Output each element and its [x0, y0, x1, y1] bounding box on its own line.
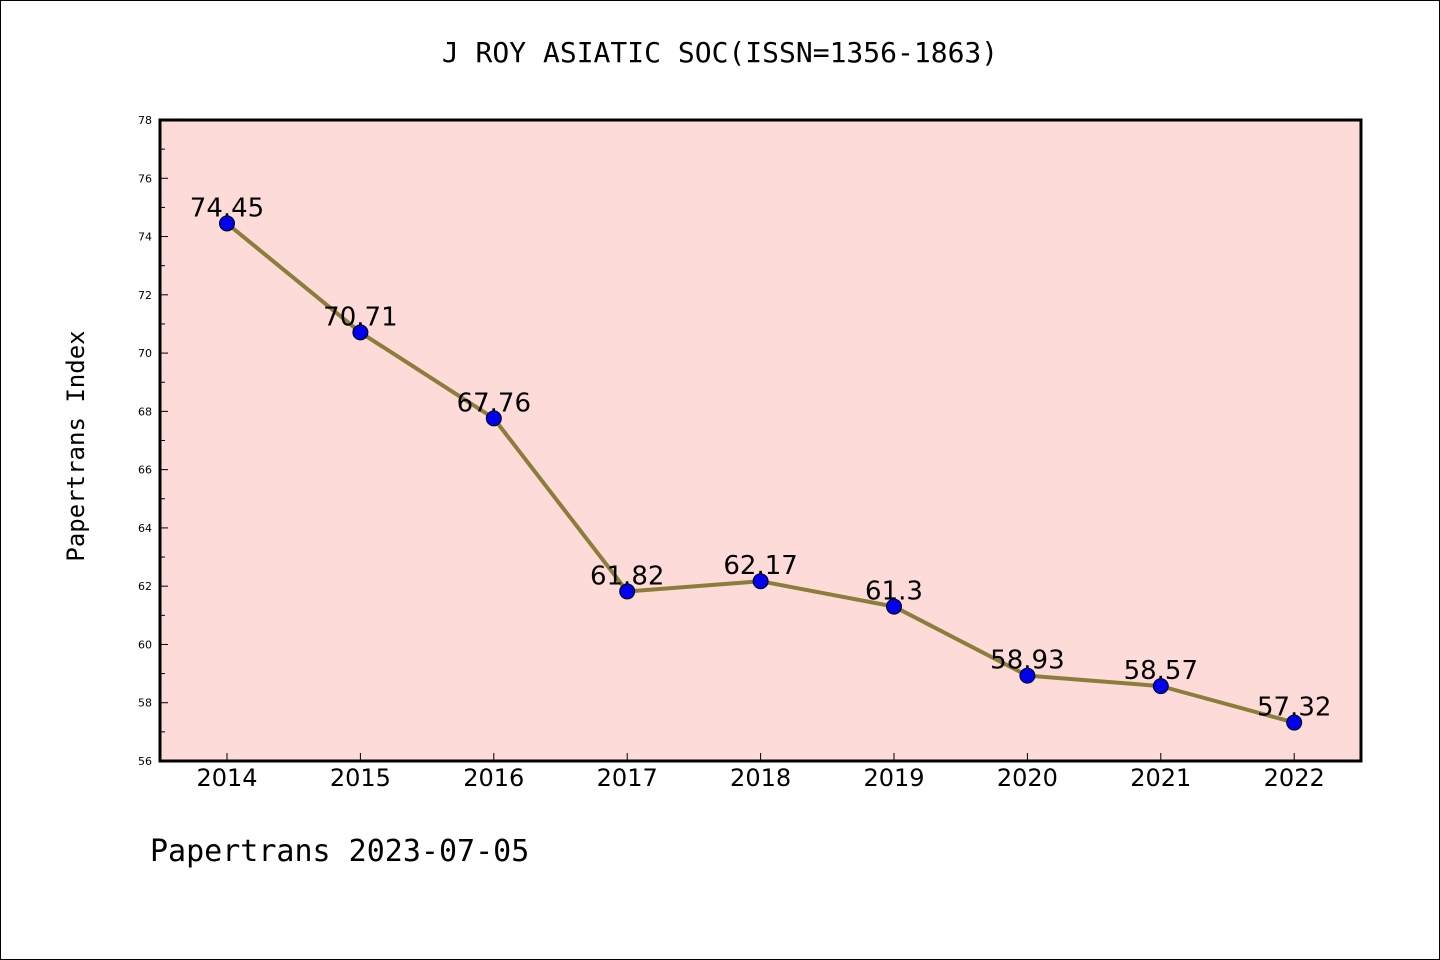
x-tick-label: 2018 — [730, 764, 791, 792]
y-tick-label: 76 — [138, 172, 152, 185]
data-label: 58.57 — [1124, 656, 1198, 686]
x-tick-label: 2019 — [863, 764, 924, 792]
footer-text: Papertrans 2023-07-05 — [150, 834, 530, 869]
y-tick-label: 70 — [138, 347, 152, 360]
data-label: 74.45 — [190, 193, 264, 223]
data-label: 67.76 — [457, 388, 531, 418]
data-label: 70.71 — [323, 302, 397, 332]
data-point-marker — [886, 598, 902, 615]
x-tick-label: 2017 — [597, 764, 658, 792]
x-tick-label: 2022 — [1264, 764, 1325, 792]
chart-title: J ROY ASIATIC SOC(ISSN=1356-1863) — [441, 36, 999, 69]
x-tick-label: 2014 — [196, 764, 257, 792]
x-tick-label: 2015 — [330, 764, 391, 792]
y-tick-label: 60 — [138, 638, 152, 651]
data-point-marker — [752, 573, 769, 590]
x-tick-label: 2016 — [463, 764, 524, 792]
y-tick-label: 62 — [138, 580, 152, 593]
y-tick-label: 58 — [138, 697, 152, 710]
x-tick-label: 2020 — [997, 764, 1058, 792]
data-label: 58.93 — [990, 646, 1064, 676]
y-tick-label: 68 — [138, 405, 152, 418]
data-point-marker — [219, 215, 235, 232]
y-tick-label: 72 — [138, 289, 152, 302]
y-tick-label: 66 — [138, 464, 152, 477]
plot-area — [160, 120, 1361, 761]
data-label: 57.32 — [1257, 693, 1331, 723]
data-point-marker — [1152, 678, 1169, 695]
y-tick-label: 74 — [138, 231, 152, 244]
data-label: 61.82 — [590, 561, 664, 591]
data-label: 61.3 — [865, 577, 923, 607]
data-point-marker — [485, 410, 502, 427]
data-point-marker — [619, 583, 636, 600]
plot-border — [158, 118, 1363, 763]
data-label: 62.17 — [723, 551, 797, 581]
x-tick-label: 2021 — [1130, 764, 1191, 792]
y-tick-label: 64 — [138, 522, 152, 535]
data-point-marker — [1286, 714, 1303, 731]
data-point-marker — [1019, 667, 1036, 684]
y-tick-label: 78 — [138, 114, 152, 127]
data-point-marker — [352, 324, 369, 341]
y-tick-label: 56 — [138, 755, 152, 768]
